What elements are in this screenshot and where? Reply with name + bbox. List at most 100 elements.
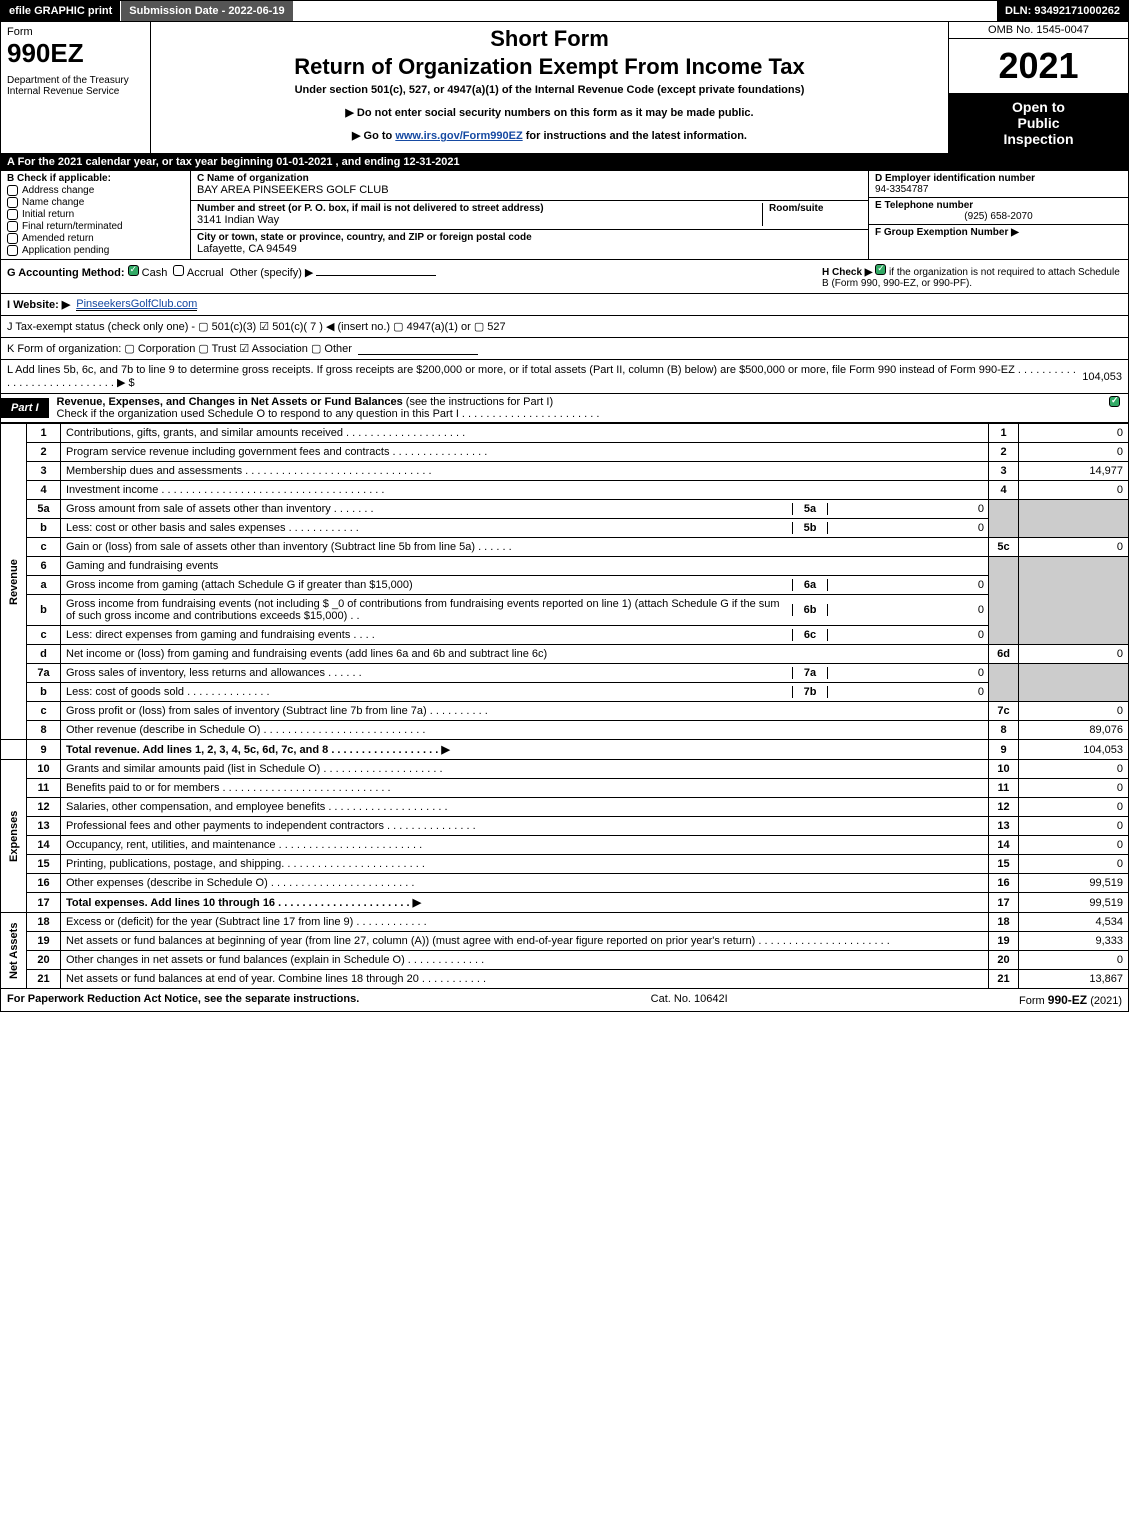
line-num: 17 bbox=[27, 893, 61, 913]
line-amount: 0 bbox=[1019, 645, 1129, 664]
inner-num: 6b bbox=[792, 604, 828, 616]
line-amount: 13,867 bbox=[1019, 970, 1129, 989]
cb-application-pending[interactable]: Application pending bbox=[7, 245, 184, 256]
checkbox-schedule-b[interactable] bbox=[875, 264, 886, 275]
line-20: 20 Other changes in net assets or fund b… bbox=[1, 951, 1129, 970]
line-num: d bbox=[27, 645, 61, 664]
line-num: 1 bbox=[27, 424, 61, 443]
line-amount: 0 bbox=[1019, 798, 1129, 817]
line-desc: Net assets or fund balances at beginning… bbox=[61, 932, 989, 951]
line-ref: 8 bbox=[989, 721, 1019, 740]
line-ref: 18 bbox=[989, 913, 1019, 932]
line-desc: Other expenses (describe in Schedule O) … bbox=[61, 874, 989, 893]
revenue-side-label: Revenue bbox=[1, 424, 27, 740]
cb-amended-return[interactable]: Amended return bbox=[7, 233, 184, 244]
line-desc: Less: cost or other basis and sales expe… bbox=[61, 519, 989, 538]
line-desc: Gain or (loss) from sale of assets other… bbox=[61, 538, 989, 557]
part-1-check-line: Check if the organization used Schedule … bbox=[57, 408, 600, 420]
return-title: Return of Organization Exempt From Incom… bbox=[159, 54, 940, 80]
open-line-3: Inspection bbox=[953, 131, 1124, 147]
line-17: 17 Total expenses. Add lines 10 through … bbox=[1, 893, 1129, 913]
line-ref: 13 bbox=[989, 817, 1019, 836]
line-amount: 99,519 bbox=[1019, 874, 1129, 893]
line-num: 9 bbox=[27, 740, 61, 760]
box-d-e-f: D Employer identification number 94-3354… bbox=[868, 171, 1128, 259]
line-desc: Professional fees and other payments to … bbox=[61, 817, 989, 836]
line-ref: 5c bbox=[989, 538, 1019, 557]
group-exemption-label: F Group Exemption Number ▶ bbox=[875, 227, 1019, 238]
cb-initial-return[interactable]: Initial return bbox=[7, 209, 184, 220]
footer-right-post: (2021) bbox=[1087, 995, 1122, 1007]
form-number: 990EZ bbox=[7, 38, 144, 69]
line-num: 10 bbox=[27, 760, 61, 779]
line-num: c bbox=[27, 702, 61, 721]
inner-num: 5a bbox=[792, 503, 828, 515]
other-underline[interactable] bbox=[316, 264, 436, 276]
row-j-text: J Tax-exempt status (check only one) - ▢… bbox=[7, 320, 506, 333]
line-desc-bold: Total expenses. Add lines 10 through 16 … bbox=[66, 897, 421, 909]
line-num: 18 bbox=[27, 913, 61, 932]
line-num: 14 bbox=[27, 836, 61, 855]
line-desc: Gaming and fundraising events bbox=[61, 557, 989, 576]
line-ref: 9 bbox=[989, 740, 1019, 760]
footer-center: Cat. No. 10642I bbox=[651, 993, 728, 1007]
line-2: 2 Program service revenue including gove… bbox=[1, 443, 1129, 462]
line-11: 11 Benefits paid to or for members . . .… bbox=[1, 779, 1129, 798]
efile-print-button[interactable]: efile GRAPHIC print bbox=[1, 1, 121, 21]
tel-label: E Telephone number bbox=[875, 200, 973, 211]
cb-name-change[interactable]: Name change bbox=[7, 197, 184, 208]
cb-label: Name change bbox=[22, 197, 84, 208]
shaded-cell bbox=[1019, 664, 1129, 702]
line-desc: Program service revenue including govern… bbox=[61, 443, 989, 462]
instructions-prefix: ▶ Go to bbox=[352, 130, 395, 142]
checkbox-accrual[interactable] bbox=[173, 265, 184, 276]
line-num: 5a bbox=[27, 500, 61, 519]
omb-number: OMB No. 1545-0047 bbox=[949, 22, 1128, 39]
line-desc: Benefits paid to or for members . . . . … bbox=[61, 779, 989, 798]
checkbox-icon bbox=[7, 245, 18, 256]
line-5a: 5a Gross amount from sale of assets othe… bbox=[1, 500, 1129, 519]
inner-desc: Gross income from fundraising events (no… bbox=[61, 595, 792, 625]
accrual-label: Accrual bbox=[187, 267, 224, 279]
instructions-link-line: ▶ Go to www.irs.gov/Form990EZ for instru… bbox=[159, 129, 940, 142]
line-ref: 15 bbox=[989, 855, 1019, 874]
line-desc: Gross income from fundraising events (no… bbox=[61, 595, 989, 626]
line-num: c bbox=[27, 538, 61, 557]
expenses-side-label: Expenses bbox=[1, 760, 27, 913]
h-label: H Check ▶ bbox=[822, 267, 872, 278]
shaded-cell bbox=[1019, 557, 1129, 645]
line-14: 14 Occupancy, rent, utilities, and maint… bbox=[1, 836, 1129, 855]
line-amount: 0 bbox=[1019, 538, 1129, 557]
checkbox-cash[interactable] bbox=[128, 265, 139, 276]
line-amount: 0 bbox=[1019, 760, 1129, 779]
line-ref: 12 bbox=[989, 798, 1019, 817]
line-1: Revenue 1 Contributions, gifts, grants, … bbox=[1, 424, 1129, 443]
line-desc: Gross sales of inventory, less returns a… bbox=[61, 664, 989, 683]
line-10: Expenses 10 Grants and similar amounts p… bbox=[1, 760, 1129, 779]
form-header: Form 990EZ Department of the Treasury In… bbox=[0, 22, 1129, 154]
inner-val: 0 bbox=[828, 667, 988, 679]
website-link[interactable]: PinseekersGolfClub.com bbox=[76, 298, 197, 311]
shaded-cell bbox=[989, 664, 1019, 702]
line-ref: 6d bbox=[989, 645, 1019, 664]
line-6: 6 Gaming and fundraising events bbox=[1, 557, 1129, 576]
line-amount: 0 bbox=[1019, 836, 1129, 855]
line-desc-bold: Total revenue. Add lines 1, 2, 3, 4, 5c,… bbox=[66, 744, 450, 756]
website-label: I Website: ▶ bbox=[7, 298, 70, 311]
cb-final-return[interactable]: Final return/terminated bbox=[7, 221, 184, 232]
other-label: Other (specify) ▶ bbox=[230, 267, 314, 279]
footer-left: For Paperwork Reduction Act Notice, see … bbox=[7, 993, 359, 1007]
checkbox-schedule-o[interactable] bbox=[1109, 396, 1120, 407]
street-value: 3141 Indian Way bbox=[197, 214, 279, 226]
line-num: 16 bbox=[27, 874, 61, 893]
line-amount: 0 bbox=[1019, 481, 1129, 500]
city-cell: City or town, state or province, country… bbox=[191, 230, 868, 259]
part-1-title: Revenue, Expenses, and Changes in Net As… bbox=[49, 394, 1128, 422]
line-desc: Investment income . . . . . . . . . . . … bbox=[61, 481, 989, 500]
page-footer: For Paperwork Reduction Act Notice, see … bbox=[0, 989, 1129, 1012]
irs-instructions-link[interactable]: www.irs.gov/Form990EZ bbox=[395, 130, 522, 142]
box-c-org-info: C Name of organization BAY AREA PINSEEKE… bbox=[191, 171, 868, 259]
inner-val: 0 bbox=[828, 604, 988, 616]
cb-address-change[interactable]: Address change bbox=[7, 185, 184, 196]
line-desc: Net assets or fund balances at end of ye… bbox=[61, 970, 989, 989]
